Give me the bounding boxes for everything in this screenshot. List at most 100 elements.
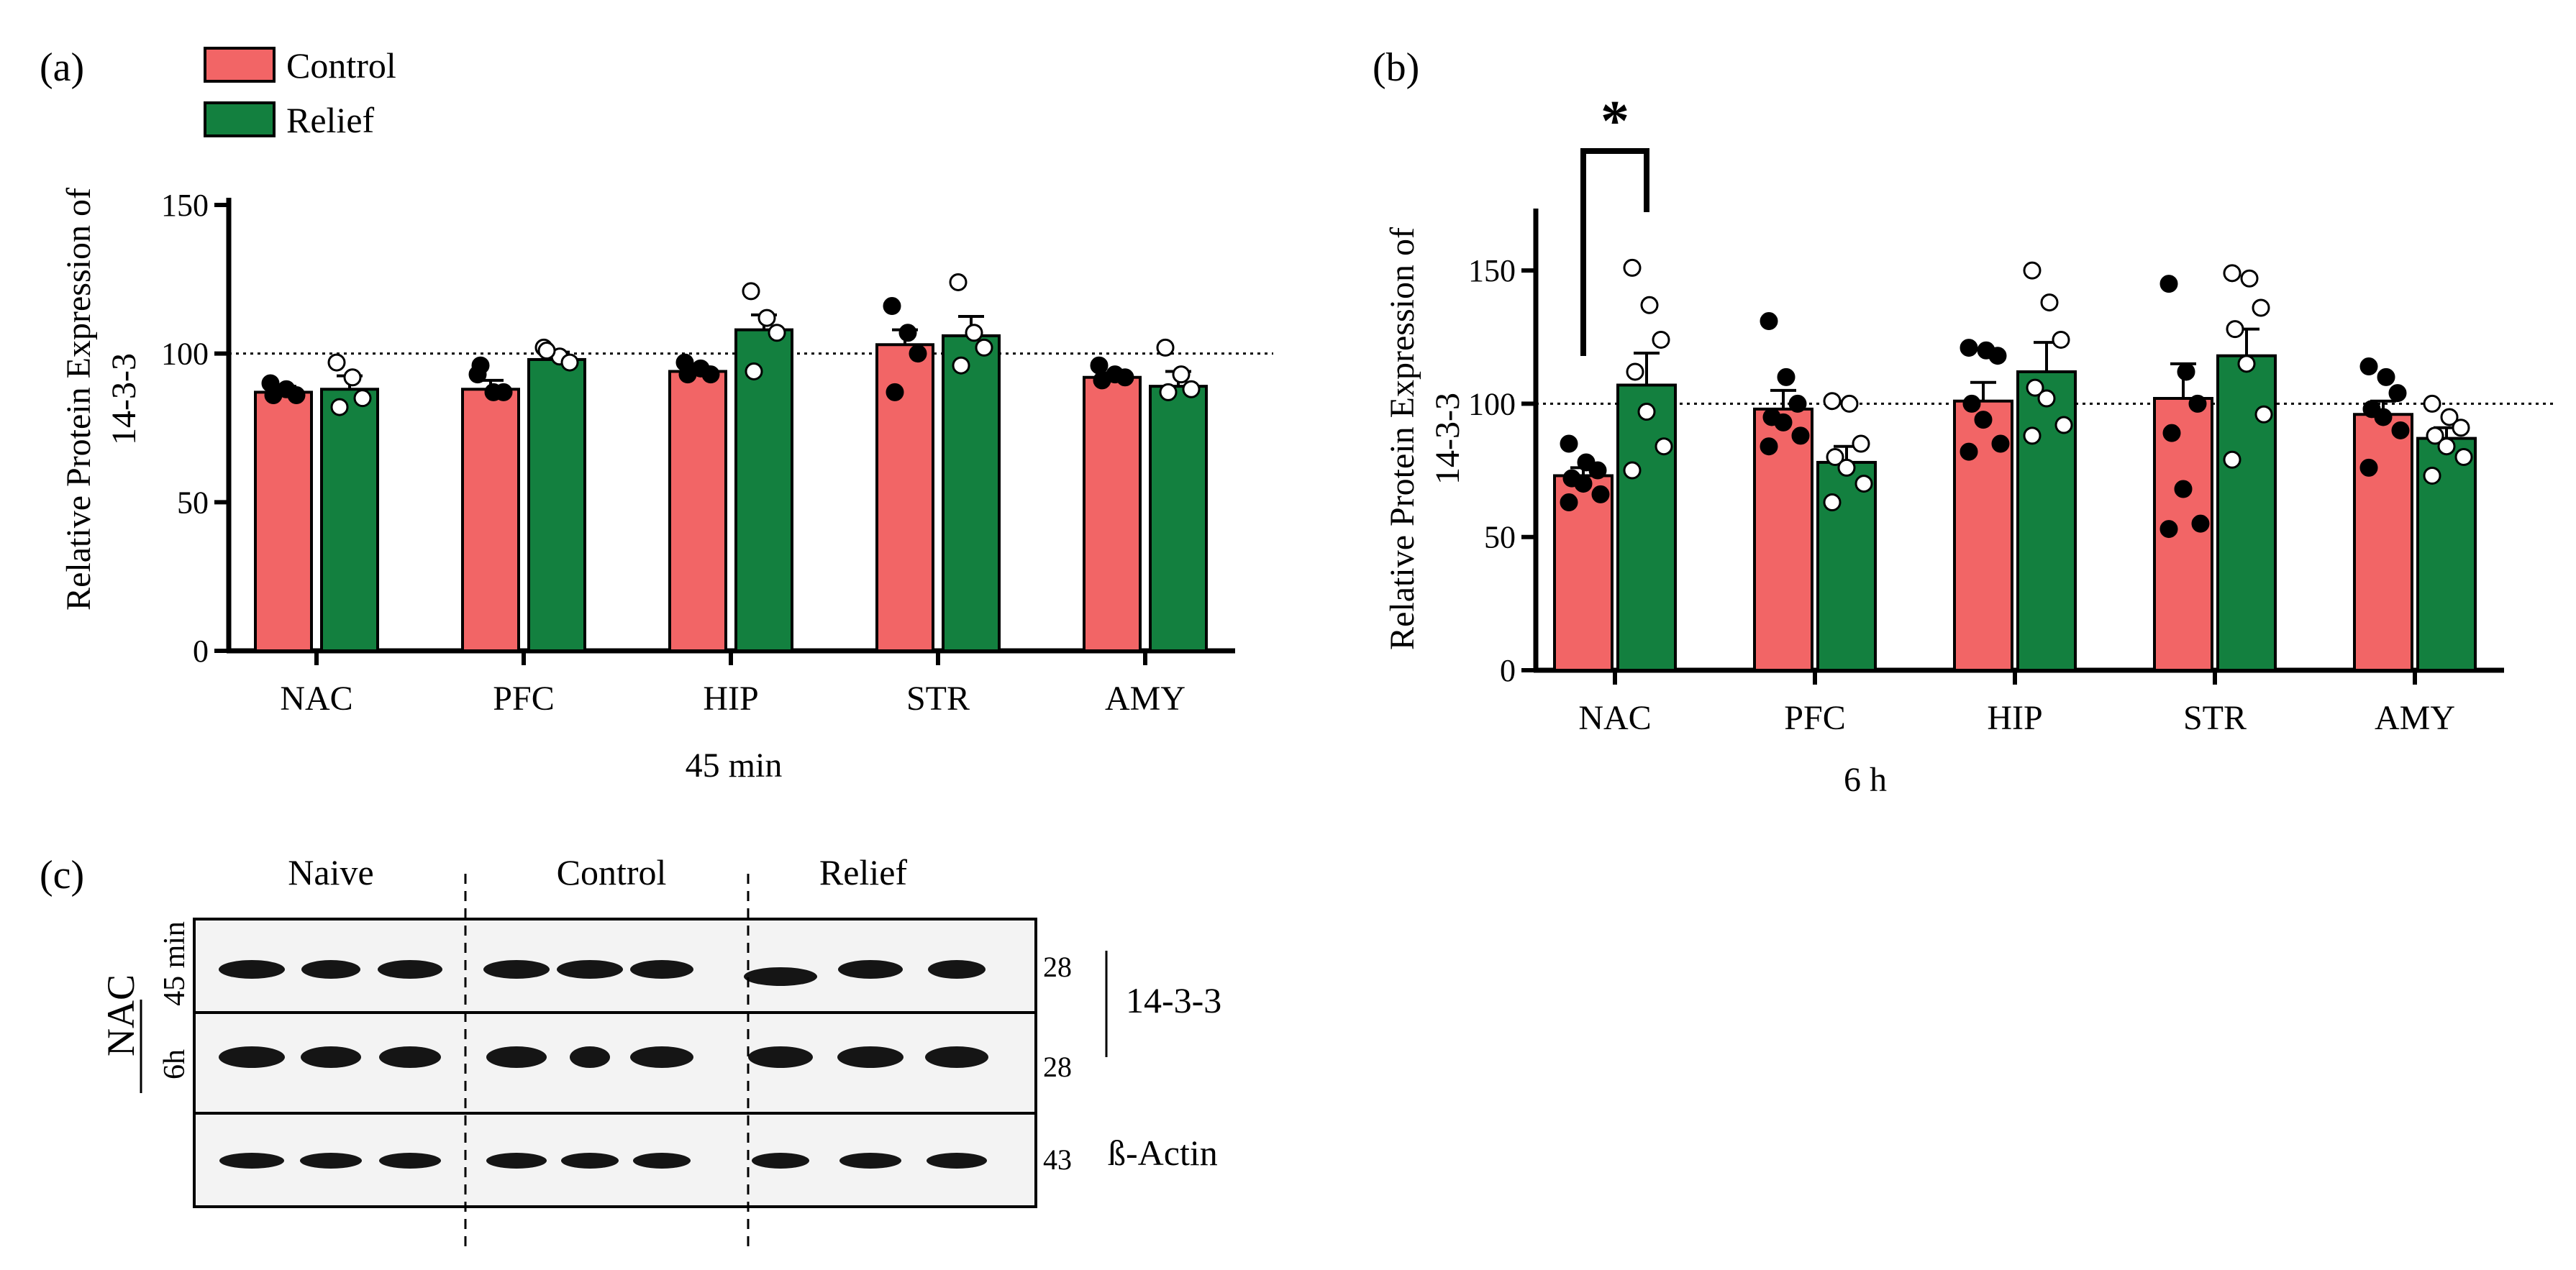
data-point-relief [2452,419,2470,437]
x-tick-label: STR [906,680,970,718]
panel-label-a: (a) [40,45,84,90]
blot-group-relief: Relief [819,852,908,892]
data-point-relief [2237,355,2256,373]
data-point-relief [1652,330,1670,349]
data-point-relief [1837,458,1856,477]
data-point-relief [2423,394,2441,413]
blot-band [486,1153,547,1169]
bar-relief [2216,354,2277,672]
y-tick-label: 150 [1468,253,1516,288]
data-point-relief [757,309,776,327]
data-point-control [2177,362,2195,381]
data-point-relief [1172,365,1191,384]
data-point-control [1116,368,1134,387]
data-point-relief [2023,261,2042,280]
data-point-control [2162,424,2181,442]
y-tick-label: 0 [1500,653,1516,688]
data-point-relief [537,342,556,360]
blot-band [630,960,693,979]
data-point-relief [975,338,993,357]
western-blot: Naive Control Relief NAC 45 min 6h 28 28… [99,852,1221,1248]
data-point-relief [1623,461,1642,480]
data-point-relief [1640,296,1659,314]
blot-band [838,960,903,979]
blot-row-label-45min: 45 min [158,921,191,1006]
data-point-control [886,383,904,401]
data-point-relief [2040,293,2059,312]
significance-asterisk: * [1601,90,1629,153]
data-point-relief [1626,362,1644,381]
data-point-control [1774,413,1793,431]
data-point-relief [2023,426,2042,445]
data-point-relief [330,398,349,416]
data-point-relief [2223,264,2242,283]
data-point-relief [1823,493,1842,512]
blot-band [301,960,360,979]
blot-group-naive: Naive [288,852,373,892]
data-point-relief [1826,448,1844,467]
data-point-relief [949,273,968,291]
data-point-control [2388,384,2407,403]
data-point-control [1090,356,1109,375]
bar-relief [1616,383,1677,672]
bar-control [254,390,313,653]
data-point-relief [1159,383,1178,401]
data-point-relief [2026,378,2044,397]
blot-band [928,960,986,979]
y-tick-label: 50 [1484,520,1516,555]
blot-band [927,1153,987,1169]
bar-relief [942,334,1001,652]
data-point-relief [560,353,579,372]
legend: Control Relief [204,45,396,140]
data-point-relief [965,324,983,342]
bar-relief [1816,460,1877,672]
blot-protein-label-1433: 14-3-3 [1126,980,1221,1020]
x-tick-label: AMY [1105,680,1185,718]
data-point-control [1574,475,1593,493]
data-point-relief [742,282,760,301]
data-point-relief [343,368,362,387]
data-point-relief [2454,448,2473,467]
data-point-relief [1655,437,1673,456]
significance-bracket-line [1580,148,1649,356]
data-point-relief [1623,258,1642,277]
data-point-relief [2226,320,2244,339]
data-point-relief [2054,416,2073,434]
chart-b-xlabel: 6 h [1844,761,1887,799]
data-point-control [1962,394,1981,413]
bar-control [2353,413,2413,672]
data-point-control [1760,312,1778,331]
blot-band [839,1153,901,1169]
bar-relief [320,388,379,652]
x-tick-label: STR [2183,699,2247,737]
data-point-relief [327,353,346,372]
data-point-relief [353,389,372,408]
legend-swatch-relief [204,101,276,137]
data-point-control [1960,339,1978,357]
blot-band [570,1046,610,1068]
legend-label-relief: Relief [286,100,375,140]
bar-relief [734,328,793,652]
data-point-control [1791,426,1810,445]
data-point-control [2174,480,2193,498]
blot-group-control: Control [557,852,667,892]
bar-relief [1149,385,1208,653]
panel-label-b: (b) [1373,45,1419,90]
data-point-control [1560,434,1578,453]
blot-mw-marker-3: 43 [1043,1143,1072,1176]
data-point-control [1974,411,1993,429]
data-point-control [1588,461,1607,480]
x-tick-label: AMY [2375,699,2455,737]
data-point-relief [745,362,763,380]
blot-band [557,960,623,979]
blot-row-label-6h: 6h [158,1049,191,1079]
data-point-relief [2423,466,2441,485]
data-point-relief [1156,338,1175,357]
data-point-relief [1852,434,1870,453]
blot-band [925,1046,988,1068]
data-point-relief [2240,269,2259,288]
data-point-control [1777,367,1796,386]
data-point-control [2374,408,2393,426]
chart-b-ylabel-line2: 14-3-3 [1429,393,1467,485]
blot-band [486,1046,547,1068]
